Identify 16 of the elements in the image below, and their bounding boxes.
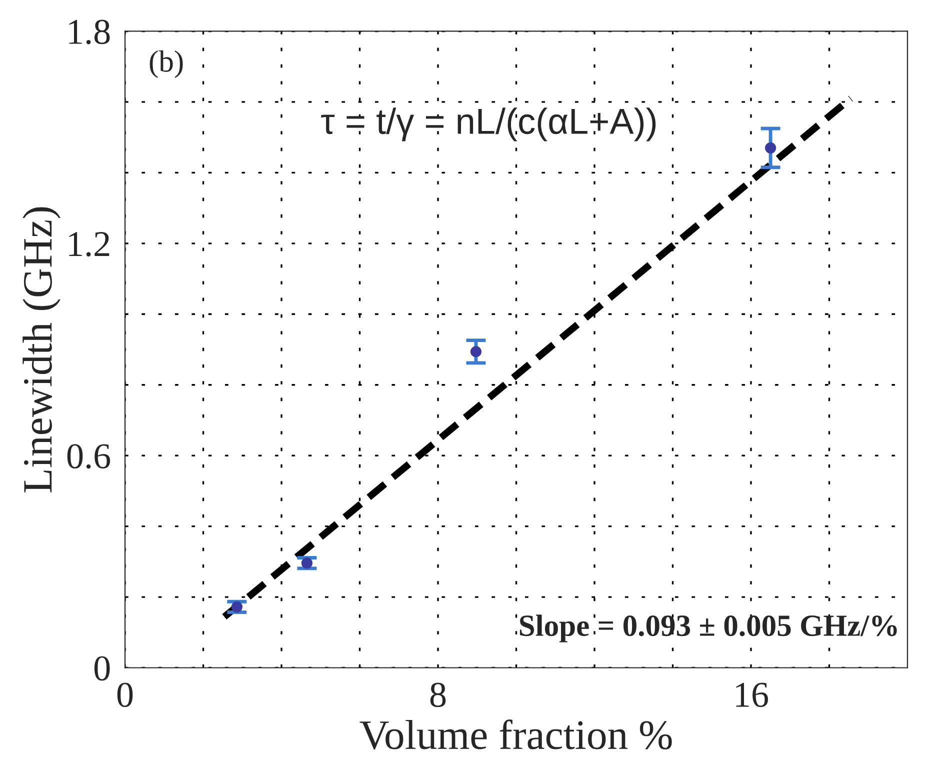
x-tick-label: 8 [430, 682, 446, 708]
x-axis-title: Volume fraction % [360, 720, 672, 750]
x-tick-label: 16 [736, 682, 768, 708]
point [301, 558, 312, 569]
y-tick-label: 1.8 [69, 20, 110, 44]
point [764, 142, 776, 154]
y-tick-label: 1.2 [69, 232, 110, 256]
point [231, 601, 242, 612]
y-axis-title: Linewidth (GHz) [22, 207, 60, 492]
annotation: (b) [150, 50, 183, 78]
y-tick-label: 0.6 [67, 444, 110, 469]
y-tick-label: 0 [94, 656, 110, 681]
annotation: Slope = 0.093 ± 0.005 GHz/% [520, 614, 897, 642]
x-tick-label: 0 [117, 682, 133, 708]
point [470, 346, 482, 358]
annotation: τ = t/γ = nL/(c(αL+A)) [321, 108, 656, 142]
